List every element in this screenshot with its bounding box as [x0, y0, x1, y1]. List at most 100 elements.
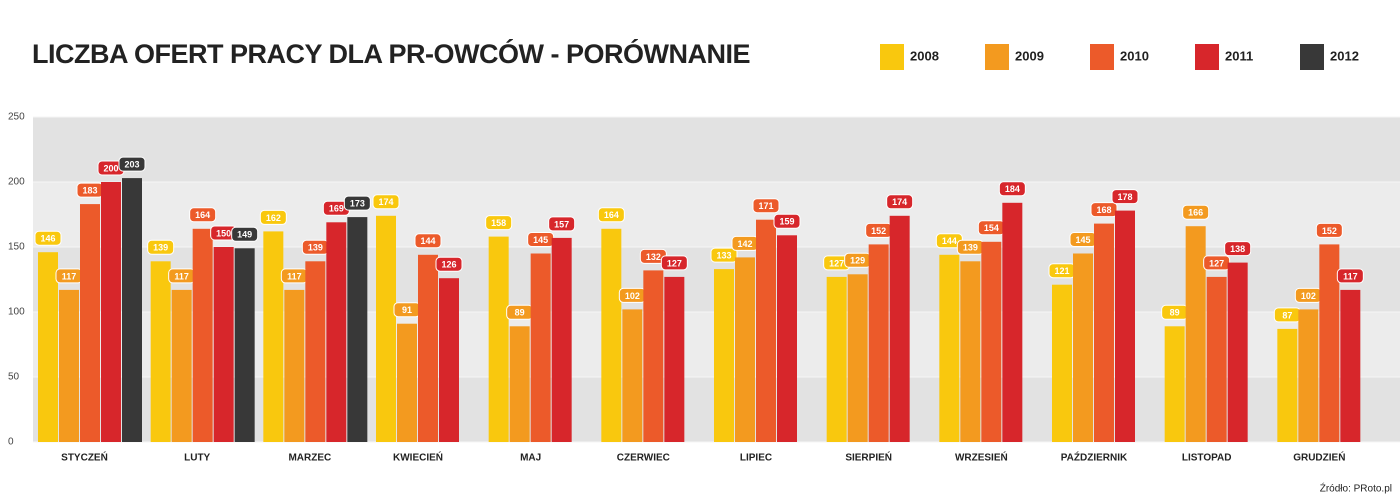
y-tick-label: 100 [8, 307, 25, 318]
value-label: 174 [378, 197, 393, 207]
value-label-box [1090, 202, 1118, 218]
bar [80, 204, 100, 442]
value-label: 168 [1096, 205, 1111, 215]
bar [122, 178, 142, 442]
bar [643, 270, 664, 442]
value-label: 138 [1230, 244, 1245, 254]
bar [1206, 276, 1227, 442]
value-label: 145 [1075, 235, 1090, 245]
x-tick-label: STYCZEŃ [61, 451, 108, 464]
value-label: 133 [716, 250, 731, 260]
band [33, 117, 1400, 182]
bar [284, 289, 305, 442]
bar [1185, 226, 1206, 442]
bar [263, 231, 284, 442]
x-tick-label: MARZEC [288, 453, 331, 464]
bar [1298, 309, 1319, 442]
value-label: 89 [1170, 308, 1180, 318]
bar [1052, 284, 1072, 442]
legend-label: 2012 [1330, 48, 1359, 63]
chart-title: LICZBA OFERT PRACY DLA PR-OWCÓW - PORÓWN… [32, 38, 750, 69]
bar [192, 228, 213, 442]
value-label-box [34, 230, 62, 246]
x-tick-label: CZERWIEC [617, 453, 670, 464]
value-label: 154 [984, 223, 999, 233]
value-label: 117 [62, 271, 77, 281]
value-label-box [660, 255, 688, 271]
y-tick-label: 250 [8, 112, 25, 123]
value-label-box [1315, 222, 1343, 238]
bar [889, 215, 910, 442]
x-tick-label: LIPIEC [740, 453, 772, 464]
bar [1002, 202, 1023, 442]
value-label-box [886, 194, 914, 210]
value-label: 174 [892, 197, 907, 207]
value-label: 164 [604, 210, 619, 220]
x-tick-label: GRUDZIEŃ [1293, 451, 1345, 464]
value-label-box [147, 239, 175, 255]
bar [826, 276, 847, 442]
bar [488, 236, 509, 442]
bar [150, 261, 171, 442]
bar [1227, 262, 1248, 442]
value-label: 91 [402, 305, 412, 315]
value-label-box [414, 233, 442, 249]
bar [101, 182, 121, 442]
bar [981, 241, 1002, 442]
bar [551, 237, 572, 442]
bar [509, 326, 530, 442]
y-tick-label: 0 [8, 437, 14, 448]
value-label-box [752, 198, 780, 214]
value-label-box [259, 209, 287, 225]
value-label-box [231, 226, 259, 242]
x-tick-label: WRZESIEŃ [955, 451, 1008, 464]
legend-label: 2011 [1225, 48, 1253, 63]
value-label: 164 [195, 210, 210, 220]
bar [59, 289, 79, 442]
value-label-box [773, 213, 801, 229]
source: Źródło: PRoto.pl [1320, 482, 1392, 495]
bar [326, 222, 347, 442]
x-tick-label: LUTY [184, 453, 210, 464]
value-label: 178 [1117, 192, 1132, 202]
value-label: 144 [420, 236, 435, 246]
value-label-box [343, 195, 371, 211]
value-label-box [998, 181, 1026, 197]
value-label: 144 [942, 236, 957, 246]
bar [939, 254, 960, 442]
value-label-box [189, 207, 217, 223]
bar [213, 247, 234, 442]
bar [1115, 210, 1135, 442]
value-label: 127 [667, 258, 682, 268]
bar [1073, 253, 1093, 442]
value-label: 139 [308, 243, 323, 253]
bar [439, 278, 459, 442]
value-label: 157 [554, 219, 569, 229]
legend-label: 2010 [1120, 48, 1149, 63]
value-label-box [710, 247, 738, 263]
value-label: 203 [124, 159, 139, 169]
bar [305, 261, 326, 442]
legend-swatch [880, 44, 904, 70]
bar [960, 261, 981, 442]
bar [530, 253, 551, 442]
bar [664, 276, 685, 442]
value-label: 139 [153, 243, 168, 253]
bar [868, 244, 889, 442]
bar [1340, 289, 1361, 442]
legend-label: 2009 [1015, 48, 1044, 63]
value-label: 129 [850, 256, 865, 266]
value-label: 142 [737, 239, 752, 249]
value-label: 158 [491, 218, 506, 228]
value-label-box [372, 194, 400, 210]
value-label-box [597, 207, 625, 223]
value-label-box [1224, 241, 1252, 257]
bar [601, 228, 622, 442]
value-label: 200 [103, 163, 118, 173]
bar [847, 274, 868, 442]
x-tick-label: LISTOPAD [1182, 453, 1232, 464]
value-label: 152 [1322, 226, 1337, 236]
bar [714, 269, 734, 442]
value-label-box [1111, 189, 1139, 205]
